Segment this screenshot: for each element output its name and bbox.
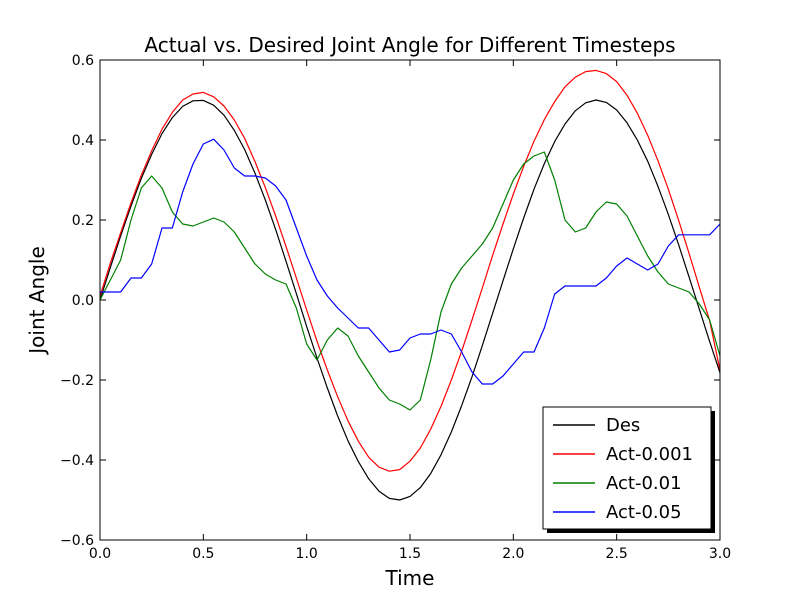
x-tick-label: 2.5	[606, 546, 628, 562]
x-tick-label: 1.0	[296, 546, 318, 562]
x-tick-label: 0.0	[89, 546, 111, 562]
chart-title: Actual vs. Desired Joint Angle for Diffe…	[144, 33, 675, 57]
y-tick-label: 0.0	[72, 293, 94, 309]
y-tick-label: 0.6	[72, 53, 94, 69]
x-axis-label: Time	[385, 566, 435, 590]
legend-label: Act-0.01	[606, 473, 682, 494]
series-line-act-0-01	[99, 151, 721, 411]
x-tick-label: 3.0	[709, 546, 731, 562]
y-tick-label: −0.2	[60, 373, 94, 389]
series-layer	[99, 69, 721, 501]
series-line-act-0-05	[100, 138, 721, 385]
series-line-act-0-001	[99, 69, 721, 472]
x-tick-label: 1.5	[399, 546, 421, 562]
y-axis-label: Joint Angle	[25, 246, 49, 355]
x-tick-label: 2.0	[502, 546, 524, 562]
legend-label: Act-0.001	[606, 444, 693, 465]
legend-label: Des	[606, 415, 640, 436]
ticks-layer: 0.0 0.5 1.0 1.5 2.0 2.5 3.0 0.6 0.4 0.2 0.0 −0.2 −0.…	[60, 53, 731, 562]
y-tick-label: −0.4	[60, 453, 94, 469]
legend-box	[542, 406, 712, 530]
series-line-des	[99, 99, 721, 501]
legend-label: Act-0.05	[606, 502, 682, 523]
y-tick-label: −0.6	[60, 533, 94, 549]
x-tick-label: 0.5	[192, 546, 214, 562]
y-tick-label: 0.2	[72, 213, 94, 229]
y-tick-label: 0.4	[72, 133, 94, 149]
legend-entries: Des Act-0.001 Act-0.01 Act-0.05	[553, 415, 693, 523]
legend: Des Act-0.001 Act-0.01 Act-0.05	[542, 406, 715, 533]
